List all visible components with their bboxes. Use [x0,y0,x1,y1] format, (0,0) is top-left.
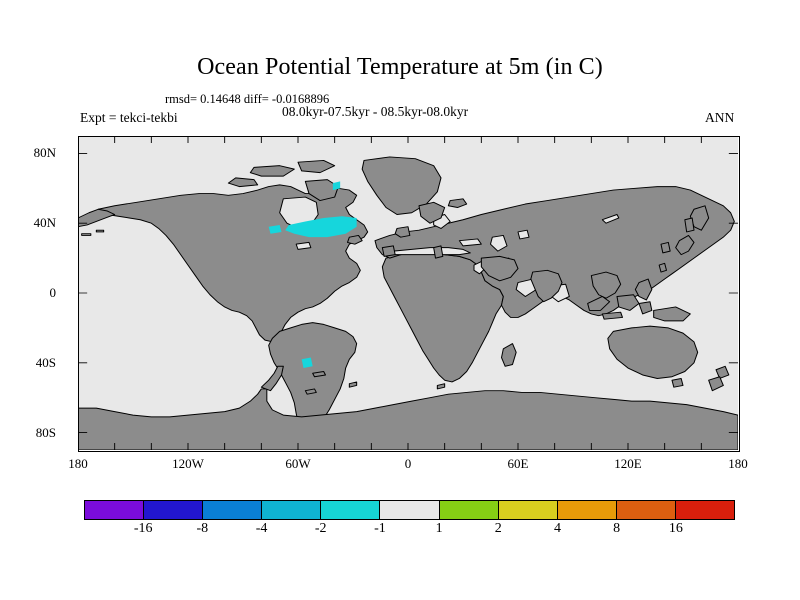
tasmania [671,377,684,388]
colorbar-tick--16: -16 [133,521,153,536]
colorbar-segment-0[interactable] [85,501,145,519]
colorbar-tick-8: 8 [613,521,621,536]
new-guinea [653,306,691,322]
colorbar-segment-5[interactable] [380,501,440,519]
anomaly-labrador-sea-speck [332,181,341,191]
japan [675,234,695,256]
colorbar-segment-2[interactable] [203,501,263,519]
mediterranean-sea-water [392,247,471,256]
iberia-tip [381,245,396,257]
aleutian-islands-2 [95,229,105,233]
antarctic-peninsula [260,365,284,392]
colorbar-segment-9[interactable] [616,501,676,519]
longitude-tick-label-2: 60W [285,456,311,471]
world-map-plot [78,136,738,450]
alaska-peninsula [78,208,116,228]
longitude-tick-label-4: 60E [507,456,529,471]
british-isles [394,226,411,238]
colorbar-tick--2: -2 [314,521,327,536]
borneo [616,294,640,311]
anomaly-north-atlantic-main [285,216,357,238]
baffin-island [304,179,339,202]
longitude-tick-label-6: 180 [728,456,748,471]
arabian-peninsula [480,255,519,282]
great-lakes-water [295,241,312,250]
statistics-line: rmsd= 0.14648 diff= -0.0168896 [165,92,330,106]
falkland-islands [304,388,317,395]
new-zealand-north [715,365,730,379]
philippines [634,278,653,301]
top-ticks [114,136,702,143]
colorbar-tick-labels: -16 -8 -4 -2 -1 1 2 4 8 16 [84,521,735,541]
australia-landmass [607,325,699,379]
page-title: Ocean Potential Temperature at 5m (in C) [197,54,603,80]
experiment-label: Expt = tekci-tekbi [80,110,178,125]
colorbar-tick--4: -4 [255,521,268,536]
caspian-sea-water [489,234,508,252]
latitude-tick-label-80S: 80S [35,424,56,440]
indochina-peninsula [590,271,622,299]
kamchatka-peninsula [689,205,710,231]
south-georgia-islands [312,371,327,378]
season-label: ANN [705,110,735,125]
latitude-tick-label-80N: 80N [33,145,56,161]
iceland [447,198,468,209]
latitude-tick-label-0: 0 [49,285,57,300]
colorbar-segment-6[interactable] [439,501,499,519]
aral-sea-water [517,229,530,240]
new-zealand-south [708,376,724,392]
left-ticks [78,153,88,433]
bottom-ticks [114,443,702,450]
colorbar[interactable] [84,500,735,520]
colorbar-tick--8: -8 [196,521,209,536]
longitude-tick-label-0: 180 [68,456,88,471]
south-sandwich-speck [348,381,358,388]
anomaly-northwest-atlantic-shelf [268,224,282,234]
colorbar-tick-1: 1 [435,521,443,536]
longitude-tick-label-3: 0 [404,456,412,471]
aleutian-islands [81,233,92,236]
newfoundland [346,234,363,245]
scandinavia [418,201,446,224]
map-svg [78,136,738,450]
anomaly-south-atlantic-speck [301,357,313,369]
longitude-tick-label-5: 120E [614,456,642,471]
india-subcontinent [530,269,563,303]
subtitle-period-label: 08.0kyr-07.5kyr - 08.5kyr-08.0kyr [282,104,469,119]
colorbar-segment-10[interactable] [675,501,735,519]
colorbar-segment-7[interactable] [498,501,558,519]
colorbar-segment-3[interactable] [262,501,322,519]
arabian-sea-water [515,278,537,297]
madagascar [500,343,517,367]
colorbar-segment-4[interactable] [321,501,381,519]
latitude-tick-label-40S: 40S [35,354,56,370]
canadian-arctic-islands-2 [297,159,336,174]
colorbar-tick--1: -1 [374,521,386,536]
colorbar-tick-2: 2 [494,521,502,536]
axis-ticks [78,136,738,450]
colorbar-tick-16: 16 [668,521,683,536]
taiwan [658,262,668,273]
lake-baikal-water [601,214,620,224]
canadian-arctic-islands-3 [227,177,259,188]
antarctica-landmass [78,388,738,450]
sumatra [587,296,611,311]
colorbar-tick-4: 4 [553,521,561,536]
italy [433,245,444,259]
colorbar-segment-8[interactable] [557,501,617,519]
java [601,311,624,320]
right-ticks [728,153,738,433]
black-sea-water [458,238,482,247]
latitude-tick-label-40N: 40N [33,215,56,231]
kerguelen-speck [436,383,446,390]
sulawesi [638,301,653,315]
longitude-tick-label-1: 120W [172,456,204,471]
canadian-arctic-islands-1 [249,165,295,177]
korea-peninsula [660,241,671,254]
colorbar-segment-1[interactable] [144,501,204,519]
sakhalin [684,217,695,233]
anomaly-patches [268,181,357,369]
